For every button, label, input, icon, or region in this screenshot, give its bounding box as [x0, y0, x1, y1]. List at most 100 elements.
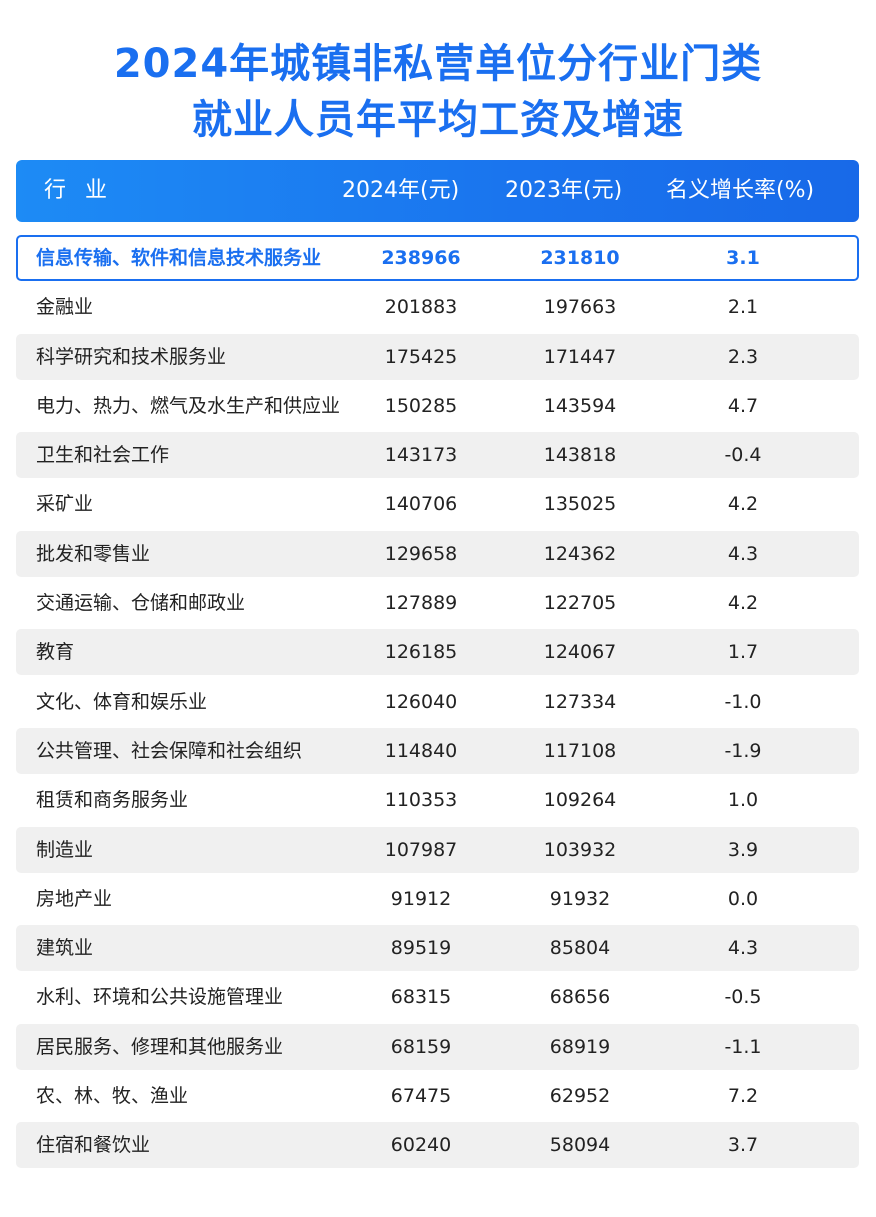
table-row: 科学研究和技术服务业 175425 171447 2.3	[16, 333, 859, 380]
growth-rate-cell: -0.4	[724, 444, 762, 467]
wage-2023-cell: 85804	[549, 937, 611, 960]
growth-rate-cell: 1.7	[727, 641, 759, 664]
industry-cell: 建筑业	[36, 937, 94, 960]
industry-cell: 文化、体育和娱乐业	[36, 690, 208, 713]
industry-cell: 交通运输、仓储和邮政业	[36, 592, 246, 615]
wage-2024-cell: 143173	[384, 444, 458, 467]
table-row: 批发和零售业 129658 124362 4.3	[16, 530, 859, 577]
industry-cell: 住宿和餐饮业	[36, 1134, 151, 1157]
industry-cell: 居民服务、修理和其他服务业	[36, 1035, 284, 1058]
industry-cell: 水利、环境和公共设施管理业	[36, 986, 284, 1009]
wage-2023-cell: 103932	[543, 838, 617, 861]
wage-2024-cell: 127889	[384, 592, 458, 615]
industry-cell: 教育	[36, 641, 75, 664]
growth-rate-cell: 2.1	[727, 296, 759, 319]
wage-2023-cell: 143594	[543, 394, 617, 417]
industry-cell: 制造业	[36, 838, 94, 861]
growth-rate-cell: 3.7	[727, 1134, 759, 1157]
growth-rate-cell: 4.2	[727, 493, 759, 516]
wage-2023-cell: 58094	[549, 1134, 611, 1157]
growth-rate-cell: 3.9	[727, 838, 759, 861]
table-row: 居民服务、修理和其他服务业 68159 68919 -1.1	[16, 1023, 859, 1070]
header-growth-rate: 名义增长率(%)	[666, 178, 815, 203]
table-row: 水利、环境和公共设施管理业 68315 68656 -0.5	[16, 974, 859, 1020]
industry-cell: 采矿业	[36, 493, 94, 516]
table-row: 交通运输、仓储和邮政业 127889 122705 4.2	[16, 580, 859, 626]
wage-2023-cell: 109264	[543, 789, 617, 812]
growth-rate-cell: -1.1	[724, 1035, 762, 1058]
wage-2023-cell: 62952	[549, 1085, 611, 1108]
wage-2024-cell: 175425	[384, 345, 458, 368]
wage-2023-cell: 171447	[543, 345, 617, 368]
table-row: 教育 126185 124067 1.7	[16, 629, 859, 676]
industry-cell: 农、林、牧、渔业	[36, 1085, 189, 1108]
growth-rate-cell: -1.0	[724, 690, 762, 713]
table-row: 制造业 107987 103932 3.9	[16, 826, 859, 873]
table-row: 租赁和商务服务业 110353 109264 1.0	[16, 777, 859, 823]
growth-rate-cell: 4.3	[727, 542, 759, 565]
wage-2024-cell: 129658	[384, 542, 458, 565]
header-industry: 行 业	[44, 178, 113, 203]
table-row: 采矿业 140706 135025 4.2	[16, 481, 859, 527]
growth-rate-cell: 4.3	[727, 937, 759, 960]
wage-2023-cell: 124362	[543, 542, 617, 565]
wage-2024-cell: 201883	[384, 296, 458, 319]
growth-rate-cell: 0.0	[727, 887, 759, 910]
industry-cell: 科学研究和技术服务业	[36, 345, 227, 368]
wage-2023-cell: 127334	[543, 690, 617, 713]
table-row: 房地产业 91912 91932 0.0	[16, 876, 859, 922]
wage-2023-cell: 124067	[543, 641, 617, 664]
wage-2023-cell: 68656	[549, 986, 611, 1009]
wage-2023-cell: 91932	[549, 887, 611, 910]
table-row: 公共管理、社会保障和社会组织 114840 117108 -1.9	[16, 727, 859, 774]
table-row: 卫生和社会工作 143173 143818 -0.4	[16, 432, 859, 479]
wage-2023-cell: 122705	[543, 592, 617, 615]
wage-2023-cell: 143818	[543, 444, 617, 467]
wage-2024-cell: 126040	[384, 690, 458, 713]
wage-2024-cell: 68315	[390, 986, 452, 1009]
wage-2024-cell: 126185	[384, 641, 458, 664]
wage-2024-cell: 67475	[390, 1085, 452, 1108]
growth-rate-cell: 2.3	[727, 345, 759, 368]
industry-cell: 批发和零售业	[36, 542, 151, 565]
wage-2023-cell: 68919	[549, 1035, 611, 1058]
wage-2024-cell: 91912	[390, 887, 452, 910]
growth-rate-cell: -0.5	[724, 986, 762, 1009]
wage-2024-cell: 140706	[384, 493, 458, 516]
page-title-line2: 就业人员年平均工资及增速	[192, 97, 684, 143]
growth-rate-cell: 7.2	[727, 1085, 759, 1108]
industry-cell: 信息传输、软件和信息技术服务业	[36, 247, 322, 269]
industry-cell: 公共管理、社会保障和社会组织	[36, 739, 303, 762]
table-row: 金融业 201883 197663 2.1	[16, 284, 859, 330]
wage-2023-cell: 117108	[543, 739, 617, 762]
growth-rate-cell: 4.7	[727, 394, 759, 417]
wage-2024-cell: 60240	[390, 1134, 452, 1157]
growth-rate-cell: 3.1	[726, 247, 760, 269]
table-row: 电力、热力、燃气及水生产和供应业 150285 143594 4.7	[16, 383, 859, 429]
wage-2023-cell: 135025	[543, 493, 617, 516]
wage-2024-cell: 68159	[390, 1035, 452, 1058]
wage-2024-cell: 89519	[390, 937, 452, 960]
page-title-line1: 2024年城镇非私营单位分行业门类	[113, 41, 763, 87]
header-2024: 2024年(元)	[342, 178, 460, 203]
industry-cell: 租赁和商务服务业	[36, 789, 189, 812]
growth-rate-cell: 1.0	[727, 789, 759, 812]
table-row: 农、林、牧、渔业 67475 62952 7.2	[16, 1073, 859, 1119]
wage-2023-cell: 197663	[543, 296, 617, 319]
header-2023: 2023年(元)	[505, 178, 623, 203]
wage-2024-cell: 114840	[384, 739, 458, 762]
table-row: 文化、体育和娱乐业 126040 127334 -1.0	[16, 679, 859, 725]
wage-2024-cell: 107987	[384, 838, 458, 861]
wage-2024-cell: 150285	[384, 394, 458, 417]
table-row: 建筑业 89519 85804 4.3	[16, 925, 859, 972]
wage-2024-cell: 110353	[384, 789, 458, 812]
industry-cell: 电力、热力、燃气及水生产和供应业	[36, 394, 341, 417]
table-header: 行 业 2024年(元) 2023年(元) 名义增长率(%)	[16, 160, 859, 222]
industry-cell: 房地产业	[36, 887, 113, 910]
growth-rate-cell: -1.9	[724, 739, 762, 762]
growth-rate-cell: 4.2	[727, 592, 759, 615]
industry-cell: 卫生和社会工作	[36, 444, 170, 467]
table-body: 信息传输、软件和信息技术服务业 238966 231810 3.1 金融业 201883 1…	[16, 235, 859, 1172]
industry-cell: 金融业	[36, 296, 94, 319]
wage-2023-cell: 231810	[540, 247, 620, 269]
